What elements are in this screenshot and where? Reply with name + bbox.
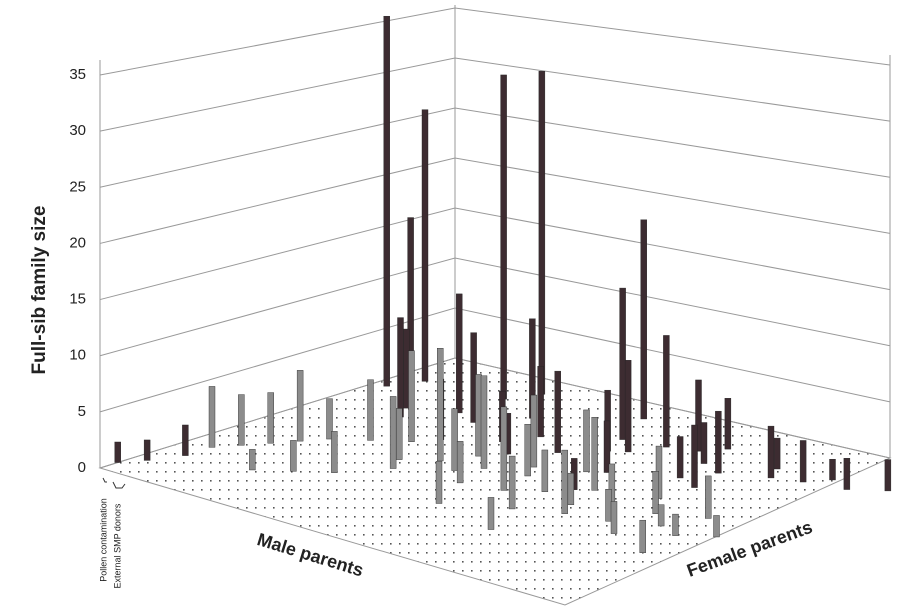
grid-line (99, 7, 891, 76)
bar (561, 449, 568, 514)
bar (500, 406, 508, 491)
bar (541, 449, 549, 492)
bar (238, 394, 245, 446)
bar (249, 449, 256, 471)
annotation: External SMP donors (112, 503, 122, 588)
bar (114, 441, 121, 463)
bar (843, 458, 851, 490)
bar (435, 461, 443, 504)
bar (676, 436, 684, 479)
bar (487, 497, 495, 530)
bar (767, 425, 775, 479)
bar (296, 370, 304, 442)
bar (508, 455, 516, 510)
bar (705, 475, 712, 519)
bar (530, 394, 538, 468)
bar (663, 335, 670, 448)
bar (624, 360, 632, 453)
bar (208, 386, 216, 448)
grid-line (99, 107, 891, 188)
bar (397, 317, 404, 418)
bar (640, 219, 647, 420)
bar (610, 501, 618, 534)
bar (367, 379, 374, 441)
bar (143, 439, 151, 461)
y-tick-label: 20 (69, 234, 86, 251)
grid-line (99, 257, 891, 357)
bar (290, 440, 297, 472)
bar (773, 437, 781, 470)
bar (326, 398, 333, 440)
bar (652, 471, 659, 514)
bar (829, 458, 836, 481)
bar (524, 424, 531, 477)
y-tick-label: 0 (78, 459, 86, 476)
bar (538, 70, 546, 395)
bar (583, 409, 590, 473)
bar (475, 374, 482, 457)
bar (695, 379, 702, 452)
bar (537, 366, 544, 438)
bar (383, 15, 390, 387)
grid-line (99, 207, 891, 301)
y-tick-label: 25 (69, 178, 86, 195)
y-tick-label: 5 (78, 403, 86, 420)
bar (500, 74, 507, 400)
y-axis-label: Full-sib family size (29, 206, 50, 375)
y-tick-label: 15 (69, 291, 86, 308)
y-tick-label: 10 (69, 347, 86, 364)
bar (639, 519, 646, 553)
bar (567, 472, 575, 505)
grid-line (99, 57, 891, 132)
bar (619, 287, 626, 440)
y-tick-label: 35 (69, 66, 86, 83)
bar (456, 293, 463, 414)
bar (657, 504, 665, 527)
grid-line (99, 357, 891, 469)
bar (724, 398, 732, 450)
bar (884, 459, 892, 492)
bar (603, 420, 611, 473)
bar (267, 392, 274, 444)
bar (605, 489, 612, 522)
bar (700, 422, 708, 464)
bar (437, 348, 444, 462)
bar (451, 408, 458, 471)
bar (554, 370, 561, 453)
annotation: Pollen contamination (98, 498, 108, 582)
bar (691, 424, 698, 488)
bar (799, 440, 807, 483)
bar (389, 396, 397, 469)
bar (421, 109, 429, 382)
bracket (102, 477, 126, 489)
bar (331, 431, 338, 473)
bar (408, 350, 415, 442)
bar (182, 424, 189, 456)
floor (98, 357, 892, 606)
bar (713, 515, 720, 538)
grid-line (99, 307, 891, 413)
bar (456, 441, 464, 484)
y-tick-label: 30 (69, 122, 86, 139)
bar (480, 375, 488, 469)
bar (396, 408, 403, 460)
bar (715, 410, 722, 474)
grid-line (99, 157, 891, 244)
bar (672, 513, 679, 536)
bar (591, 417, 598, 491)
